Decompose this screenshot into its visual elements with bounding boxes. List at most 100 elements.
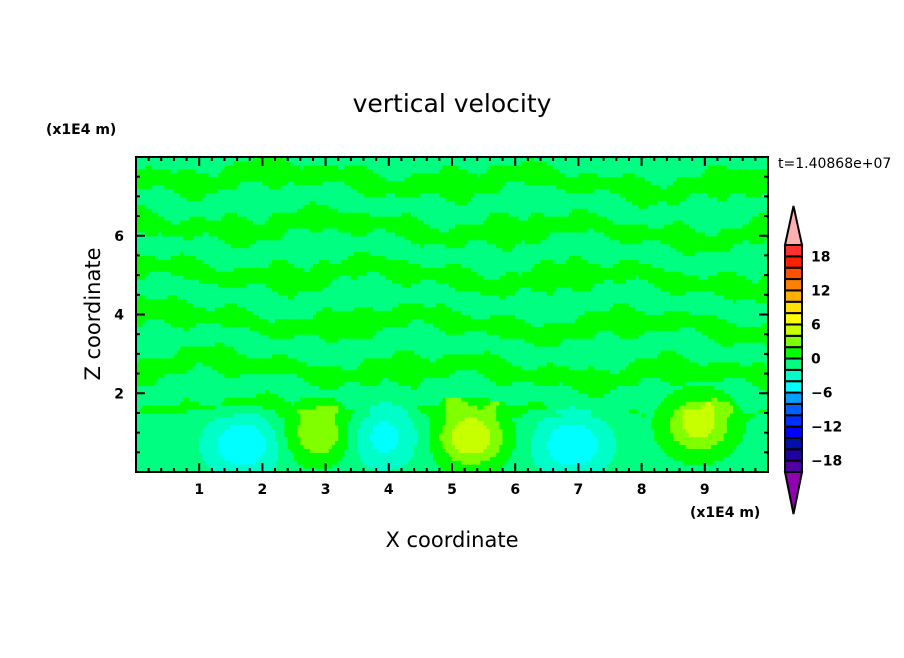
contour-cell [284, 377, 289, 383]
y-axis-label: Z coordinate [81, 247, 105, 380]
contour-cell [252, 401, 257, 406]
contour-cell [148, 314, 153, 320]
contour-cell [145, 338, 150, 343]
contour-cell [167, 346, 172, 351]
contour-cell [322, 397, 327, 402]
contour-cell [215, 330, 219, 335]
contour-cell [319, 330, 324, 335]
contour-cell [237, 310, 241, 316]
contour-cell [177, 412, 181, 418]
contour-cell [278, 286, 282, 292]
contour-cell [192, 460, 197, 465]
contour-cell [173, 227, 178, 233]
contour-cell [275, 286, 279, 292]
contour-cell [249, 365, 254, 371]
contour-cell [325, 369, 330, 375]
contour-cell [136, 298, 140, 304]
contour-cell [151, 263, 156, 268]
contour-cell [173, 239, 178, 245]
contour-cell [300, 440, 305, 446]
contour-cell [281, 346, 286, 351]
contour-cell [316, 381, 320, 386]
contour-cell [170, 275, 175, 280]
contour-cell [287, 279, 292, 284]
contour-cell [189, 160, 194, 166]
contour-cell [196, 294, 200, 300]
contour-cell [224, 330, 229, 335]
contour-cell [224, 318, 229, 323]
contour-cell [164, 409, 169, 414]
contour-cell [331, 409, 336, 414]
contour-cell [243, 448, 248, 453]
contour-cell [319, 200, 324, 205]
contour-cell [167, 290, 172, 296]
contour-cell [290, 184, 295, 190]
contour-cell [202, 286, 207, 292]
contour-cell [173, 326, 178, 331]
contour-cell [278, 247, 282, 253]
contour-cell [319, 227, 324, 233]
contour-cell [170, 279, 175, 284]
contour-cell [328, 184, 333, 190]
contour-cell [275, 310, 279, 316]
contour-cell [256, 412, 260, 418]
contour-cell [189, 460, 194, 465]
contour-cell [306, 216, 311, 221]
contour-cell [322, 267, 327, 272]
contour-cell [164, 377, 169, 383]
contour-cell [281, 314, 286, 320]
contour-cell [319, 448, 324, 453]
contour-cell [215, 361, 219, 367]
contour-cell [230, 180, 235, 186]
contour-cell [173, 373, 178, 379]
contour-cell [230, 409, 235, 414]
contour-cell [139, 255, 143, 260]
contour-cell [136, 432, 140, 438]
contour-cell [297, 412, 301, 418]
contour-cell [180, 452, 184, 457]
contour-cell [268, 243, 273, 249]
contour-cell [287, 385, 292, 390]
contour-cell [145, 180, 150, 186]
contour-cell [278, 322, 282, 327]
contour-cell [136, 452, 140, 457]
contour-cell [240, 428, 245, 434]
contour-cell [243, 188, 248, 194]
contour-cell [189, 294, 194, 300]
contour-cell [300, 243, 305, 249]
contour-cell [183, 365, 188, 371]
contour-cell [148, 440, 153, 446]
contour-cell [290, 275, 295, 280]
contour-cell [215, 393, 219, 398]
contour-cell [322, 353, 327, 359]
contour-cell [259, 212, 263, 217]
contour-cell [208, 216, 213, 221]
contour-cell [328, 412, 333, 418]
contour-cell [309, 157, 314, 162]
contour-cell [243, 353, 248, 359]
contour-cell [196, 192, 200, 197]
contour-cell [180, 401, 184, 406]
contour-cell [205, 267, 210, 272]
contour-cell [224, 239, 229, 245]
contour-cell [259, 361, 263, 367]
contour-cell [252, 436, 257, 442]
contour-cell [208, 223, 213, 229]
contour-cell [136, 369, 140, 375]
contour-cell [306, 267, 311, 272]
contour-cell [218, 160, 222, 166]
contour-cell [151, 318, 156, 323]
contour-cell [224, 231, 229, 237]
contour-cell [161, 279, 166, 284]
contour-cell [284, 216, 289, 221]
contour-cell [256, 456, 260, 461]
contour-cell [218, 298, 222, 304]
contour-cell [227, 259, 232, 264]
contour-cell [259, 168, 263, 174]
contour-cell [173, 361, 178, 367]
contour-cell [309, 294, 314, 300]
contour-cell [196, 330, 200, 335]
contour-cell [139, 436, 143, 442]
contour-cell [294, 294, 298, 300]
contour-cell [218, 231, 222, 237]
